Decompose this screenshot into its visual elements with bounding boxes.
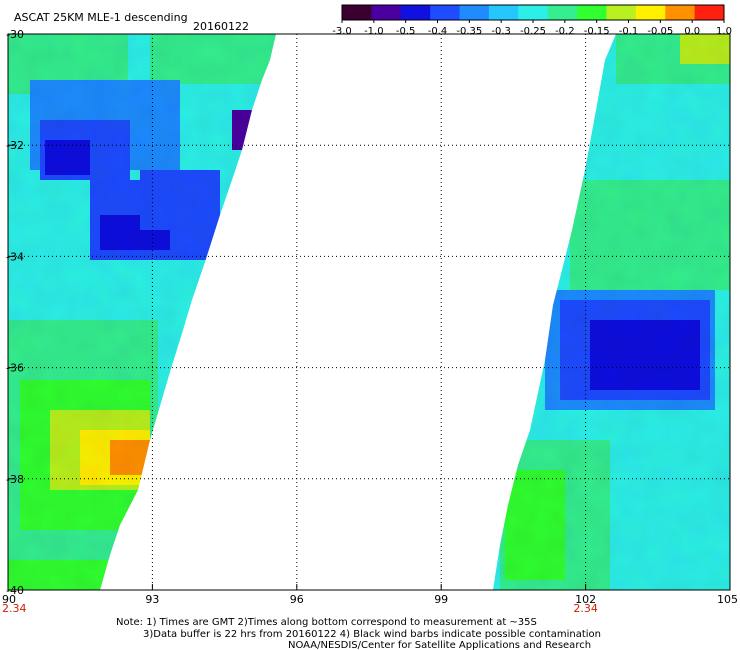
- colorbar: -3.0 -1.0 -0.5 -0.4 -0.35 -0.3 -0.25 -0.2 -0.15-…: [332, 4, 732, 37]
- y-tick-label: -38: [6, 473, 24, 486]
- note-line-3: NOAA/NESDIS/Center for Satellite Applica…: [288, 640, 591, 650]
- x-tick-label: 93: [145, 593, 159, 606]
- colorbar-segment: [430, 5, 461, 20]
- colorbar-segment: [547, 5, 578, 20]
- colorbar-segment: [488, 5, 519, 20]
- colorbar-label: -3.0: [332, 26, 352, 37]
- map-date: 20160122: [193, 20, 249, 33]
- colorbar-segment: [635, 5, 666, 20]
- colorbar-segment: [577, 5, 607, 20]
- graticule: [8, 34, 730, 590]
- colorbar-segment: [518, 5, 549, 20]
- colorbar-label: -0.05: [647, 26, 673, 37]
- colorbar-label: -1.0: [364, 26, 384, 37]
- colorbar-segment: [400, 5, 431, 20]
- y-tick-label: -32: [6, 139, 24, 152]
- note-line-1: Note: 1) Times are GMT 2)Times along bot…: [116, 617, 537, 628]
- colorbar-label: -0.25: [520, 26, 546, 37]
- right-swath: [493, 34, 730, 590]
- colorbar-segment: [342, 5, 372, 20]
- colorbar-segment: [371, 5, 402, 20]
- left-swath: [8, 34, 276, 590]
- colorbar-segment: [694, 5, 725, 20]
- y-tick-label: -30: [6, 28, 24, 41]
- colorbar-segment: [665, 5, 696, 20]
- colorbar-label: -0.4: [428, 26, 448, 37]
- colorbar-label: -0.1: [619, 26, 639, 37]
- x-axis-ticks: 90 93 96 99 102 105 2.34 2.34: [2, 584, 738, 615]
- y-tick-label: -40: [6, 584, 24, 597]
- note-line-2: 3)Data buffer is 22 hrs from 20160122 4)…: [143, 629, 601, 640]
- colorbar-label: -0.15: [584, 26, 610, 37]
- colorbar-label: -0.5: [396, 26, 416, 37]
- colorbar-label: -0.3: [491, 26, 511, 37]
- time-label: 2.34: [2, 602, 27, 615]
- plot-frame: [7, 33, 731, 591]
- colorbar-label: -0.2: [555, 26, 575, 37]
- colorbar-label: 1.0: [716, 26, 732, 37]
- y-tick-label: -36: [6, 362, 24, 375]
- x-tick-label: 102: [575, 593, 596, 606]
- colorbar-segment: [459, 5, 490, 20]
- map-title: ASCAT 25KM MLE-1 descending: [14, 11, 188, 24]
- colorbar-label: -0.35: [456, 26, 482, 37]
- y-axis-ticks: -30 -32 -34 -36 -38 -40: [6, 28, 24, 597]
- x-tick-label: 99: [434, 593, 448, 606]
- x-tick-label: 90: [2, 593, 16, 606]
- x-tick-label: 96: [290, 593, 304, 606]
- time-label: 2.34: [573, 602, 598, 615]
- colorbar-segment: [606, 5, 637, 20]
- colorbar-label: 0.0: [684, 26, 700, 37]
- x-tick-label: 105: [717, 593, 738, 606]
- y-tick-label: -34: [6, 250, 24, 263]
